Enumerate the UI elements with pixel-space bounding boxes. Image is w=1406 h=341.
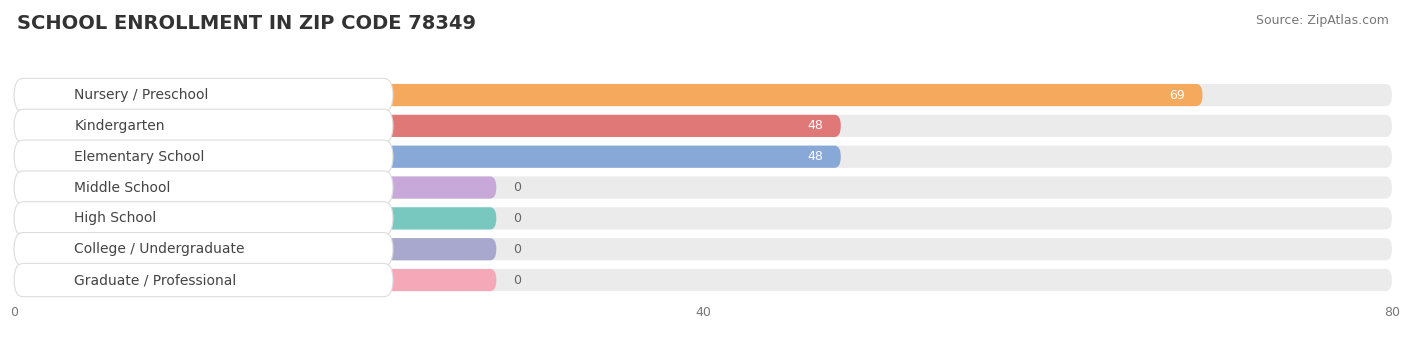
FancyBboxPatch shape	[14, 146, 841, 168]
Text: 48: 48	[807, 119, 824, 132]
FancyBboxPatch shape	[14, 269, 496, 291]
Text: Kindergarten: Kindergarten	[75, 119, 165, 133]
Text: 0: 0	[513, 181, 522, 194]
FancyBboxPatch shape	[14, 207, 1392, 229]
FancyBboxPatch shape	[14, 115, 841, 137]
FancyBboxPatch shape	[14, 233, 394, 266]
FancyBboxPatch shape	[14, 84, 1202, 106]
Text: Middle School: Middle School	[75, 180, 170, 195]
Text: High School: High School	[75, 211, 156, 225]
FancyBboxPatch shape	[14, 78, 394, 112]
FancyBboxPatch shape	[14, 146, 1392, 168]
FancyBboxPatch shape	[14, 171, 394, 204]
FancyBboxPatch shape	[14, 263, 394, 297]
FancyBboxPatch shape	[14, 207, 496, 229]
FancyBboxPatch shape	[14, 140, 394, 173]
FancyBboxPatch shape	[14, 238, 496, 260]
Text: 0: 0	[513, 212, 522, 225]
FancyBboxPatch shape	[14, 176, 496, 199]
Text: 69: 69	[1170, 89, 1185, 102]
Text: Graduate / Professional: Graduate / Professional	[75, 273, 236, 287]
FancyBboxPatch shape	[14, 269, 1392, 291]
Text: 48: 48	[807, 150, 824, 163]
FancyBboxPatch shape	[14, 176, 1392, 199]
Text: Source: ZipAtlas.com: Source: ZipAtlas.com	[1256, 14, 1389, 27]
FancyBboxPatch shape	[14, 84, 1392, 106]
FancyBboxPatch shape	[14, 202, 394, 235]
FancyBboxPatch shape	[14, 238, 1392, 260]
Text: 0: 0	[513, 243, 522, 256]
Text: SCHOOL ENROLLMENT IN ZIP CODE 78349: SCHOOL ENROLLMENT IN ZIP CODE 78349	[17, 14, 475, 33]
Text: 0: 0	[513, 273, 522, 286]
FancyBboxPatch shape	[14, 115, 1392, 137]
Text: Elementary School: Elementary School	[75, 150, 205, 164]
FancyBboxPatch shape	[14, 109, 394, 143]
Text: Nursery / Preschool: Nursery / Preschool	[75, 88, 208, 102]
Text: College / Undergraduate: College / Undergraduate	[75, 242, 245, 256]
